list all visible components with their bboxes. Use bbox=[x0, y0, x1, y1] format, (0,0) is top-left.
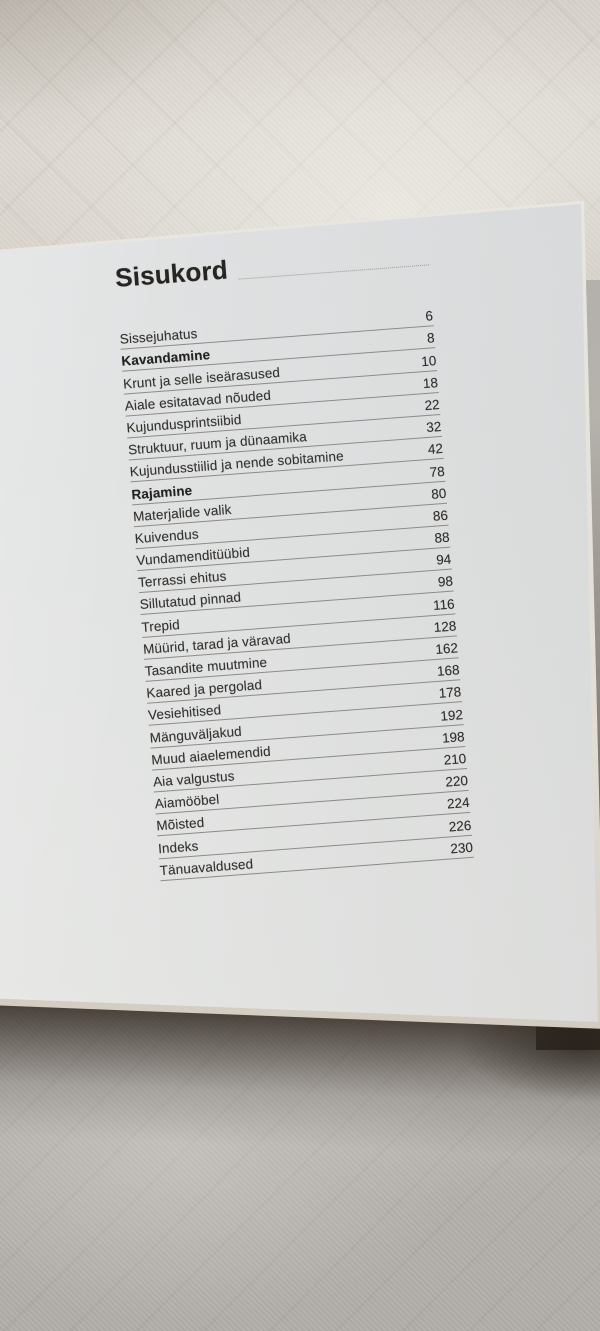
toc-entry-label: Vesiehitised bbox=[147, 702, 222, 724]
toc-entry-page-number: 162 bbox=[434, 640, 459, 657]
title-dotted-rule bbox=[238, 264, 430, 280]
toc-entry-page-number: 22 bbox=[424, 396, 441, 414]
toc-entry-page-number: 10 bbox=[420, 352, 437, 369]
toc-entry-label: Sissejuhatus bbox=[119, 326, 198, 347]
toc-entry-page-number: 210 bbox=[443, 750, 467, 768]
toc-entry-page-number: 8 bbox=[426, 330, 436, 347]
toc-entry-page-number: 226 bbox=[448, 817, 472, 834]
toc-entry-label: Kuivendus bbox=[134, 526, 200, 547]
toc-entry-page-number: 6 bbox=[424, 308, 434, 324]
toc-entry-page-number: 98 bbox=[437, 573, 454, 591]
toc-entry-page-number: 230 bbox=[449, 839, 474, 857]
toc-entry-page-number: 86 bbox=[432, 507, 449, 524]
toc-list: Sissejuhatus 6 Kavandamine 8 Krunt ja se… bbox=[118, 304, 474, 881]
toc-entry-page-number: 220 bbox=[444, 773, 469, 790]
toc-entry-page-number: 18 bbox=[422, 374, 439, 391]
toc-entry-label: Indeks bbox=[157, 837, 199, 856]
toc-entry-page-number: 224 bbox=[446, 795, 471, 812]
toc-entry-label: Trepid bbox=[140, 616, 181, 635]
toc-entry-page-number: 168 bbox=[436, 662, 461, 680]
toc-entry-page-number: 78 bbox=[429, 463, 446, 480]
toc-entry-label: Aiamööbel bbox=[154, 791, 220, 812]
toc-entry-page-number: 116 bbox=[432, 596, 456, 613]
toc-entry-label: Rajamine bbox=[130, 482, 193, 502]
toc-entry-page-number: 198 bbox=[441, 728, 466, 746]
page-title: Sisukord bbox=[114, 254, 229, 293]
toc-entry-page-number: 94 bbox=[435, 551, 452, 568]
toc-entry-page-number: 88 bbox=[434, 529, 451, 546]
toc-entry-page-number: 80 bbox=[430, 485, 447, 502]
toc-entry-label: Mõisted bbox=[155, 815, 205, 834]
toc-entry-page-number: 32 bbox=[425, 419, 442, 436]
toc-entry-page-number: 192 bbox=[439, 706, 464, 724]
toc-entry-page-number: 42 bbox=[427, 441, 444, 458]
toc-content: Sisukord Sissejuhatus 6 Kavandamine 8 Kr… bbox=[114, 238, 474, 881]
toc-entry-page-number: 178 bbox=[438, 684, 462, 702]
toc-entry-page-number: 128 bbox=[433, 618, 457, 635]
toc-entry-label: Tänuavaldused bbox=[159, 855, 254, 878]
